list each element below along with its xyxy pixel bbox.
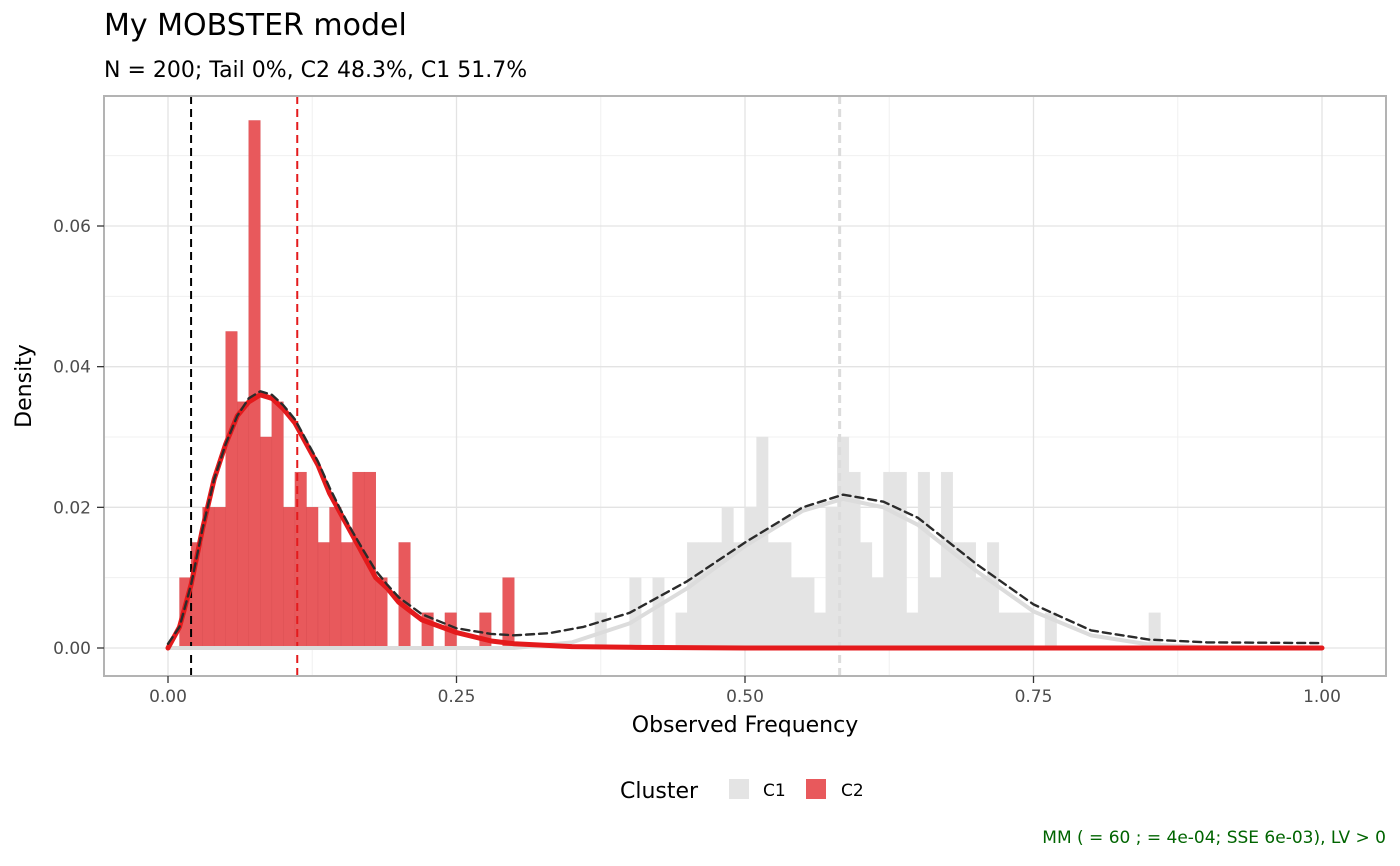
- caption: MM ( = 60 ; = 4e-04; SSE 6e-03), LV > 0: [1042, 828, 1386, 848]
- bar-c1-3: [675, 612, 688, 649]
- bar-c2-22: [502, 577, 515, 649]
- density-curve-c1: [166, 496, 1324, 650]
- legend-swatch-c2: [806, 779, 826, 799]
- bar-c1-19: [860, 542, 873, 649]
- bar-c1-12: [779, 542, 792, 649]
- x-axis-title: Observed Frequency: [632, 713, 859, 738]
- y-axis-title: Density: [12, 344, 37, 428]
- legend-title: Cluster: [620, 779, 699, 804]
- bar-c1-13: [790, 577, 803, 649]
- bar-c1-4: [687, 542, 700, 649]
- bar-c2-4: [225, 331, 238, 649]
- bar-c2-18: [398, 542, 411, 649]
- y-tick-label-0: 0.00: [53, 639, 91, 659]
- bar-c1-33: [1021, 612, 1034, 649]
- bar-c2-5: [237, 401, 249, 649]
- bar-c1-21: [883, 471, 896, 649]
- bar-c2-14: [340, 542, 353, 649]
- bar-c1-7: [721, 507, 734, 649]
- x-tick-label-3: 0.75: [1015, 687, 1053, 707]
- bar-c1-15: [814, 612, 826, 649]
- bar-c1-22: [894, 471, 907, 649]
- bar-c2-9: [283, 507, 296, 649]
- bar-c1-24: [917, 471, 930, 649]
- bar-c2-15: [352, 471, 365, 649]
- bar-c1-14: [802, 577, 815, 649]
- bar-c1-9: [744, 507, 757, 649]
- bar-c1-23: [906, 612, 919, 649]
- bar-c2-8: [271, 401, 284, 649]
- bar-c1-2: [652, 577, 665, 649]
- bar-c1-5: [698, 542, 711, 649]
- bar-c2-3: [213, 507, 226, 649]
- y-tick-label-3: 0.06: [53, 217, 91, 237]
- x-tick-label-2: 0.50: [726, 687, 764, 707]
- x-tick-label-4: 1.00: [1303, 687, 1341, 707]
- bar-c1-29: [975, 577, 988, 649]
- y-tick-label-2: 0.04: [53, 358, 91, 378]
- bar-c1-16: [825, 507, 838, 649]
- x-tick-label-1: 0.25: [438, 687, 476, 707]
- y-tick-label-1: 0.02: [53, 498, 91, 518]
- chart-subtitle: N = 200; Tail 0%, C2 48.3%, C1 51.7%: [104, 58, 527, 83]
- plot-panel: [103, 95, 1387, 677]
- legend: Cluster C1 C2: [620, 779, 864, 804]
- bar-c2-6: [248, 120, 261, 649]
- bar-c2-12: [317, 542, 330, 649]
- bar-c1-11: [767, 542, 780, 649]
- x-tick-label-0: 0.00: [149, 687, 187, 707]
- bar-c2-11: [306, 507, 319, 649]
- bar-c1-31: [998, 612, 1011, 649]
- histogram-bars: [179, 120, 1161, 649]
- legend-swatch-c1: [729, 779, 749, 799]
- bar-c2-13: [329, 507, 342, 649]
- density-curves: [165, 390, 1325, 651]
- x-axis: 0.00 0.25 0.50 0.75 1.00: [149, 676, 1341, 707]
- bar-c1-20: [871, 577, 884, 649]
- legend-label-c1: C1: [763, 781, 786, 801]
- bar-c1-30: [987, 542, 1000, 649]
- y-axis: 0.00 0.02 0.04 0.06: [53, 217, 104, 659]
- bar-c1-25: [929, 577, 942, 649]
- chart-title: My MOBSTER model: [104, 8, 407, 43]
- bar-c1-8: [733, 542, 746, 649]
- bar-c2-7: [260, 436, 273, 649]
- legend-label-c2: C2: [841, 781, 864, 801]
- density-curve-mixture: [166, 390, 1324, 645]
- bar-c1-26: [940, 471, 953, 649]
- bar-c1-32: [1010, 612, 1023, 649]
- bar-c1-10: [756, 436, 769, 649]
